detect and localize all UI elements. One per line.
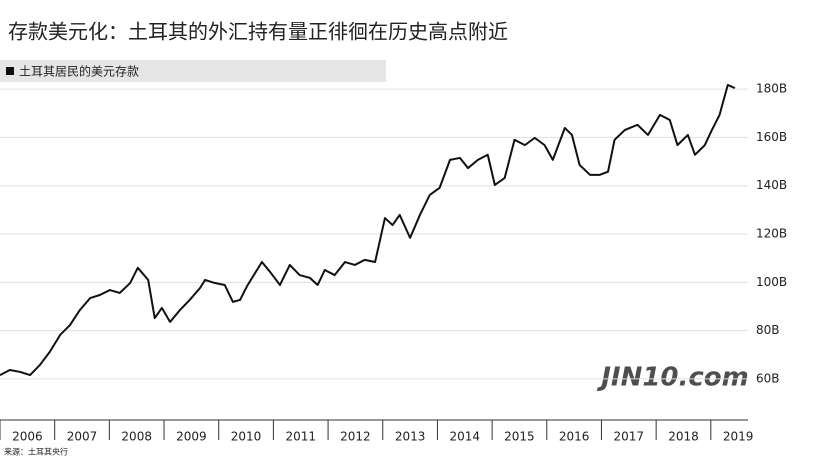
- y-tick-label: 160B: [756, 130, 787, 144]
- watermark: JIN10.com: [596, 363, 749, 393]
- x-tick-label: 2018: [668, 430, 699, 444]
- x-tick-label: 2019: [723, 430, 754, 444]
- x-tick-label: 2012: [340, 430, 371, 444]
- x-tick-label: 2015: [504, 430, 535, 444]
- x-tick-label: 2014: [449, 430, 480, 444]
- x-tick-label: 2013: [395, 430, 426, 444]
- y-tick-label: 80B: [756, 323, 780, 337]
- y-tick-label: 120B: [756, 227, 787, 241]
- x-tick-label: 2016: [559, 430, 590, 444]
- y-tick-label: 60B: [756, 371, 780, 385]
- y-tick-label: 140B: [756, 178, 787, 192]
- data-line: [0, 83, 736, 377]
- x-tick-label: 2006: [12, 430, 43, 444]
- x-tick-label: 2008: [121, 430, 152, 444]
- x-tick-label: 2011: [285, 430, 316, 444]
- x-tick-label: 2009: [176, 430, 207, 444]
- y-tick-label: 180B: [756, 82, 787, 96]
- y-tick-label: 100B: [756, 275, 787, 289]
- x-tick-label: 2010: [231, 430, 262, 444]
- chart-title: 存款美元化：土耳其的外汇持有量正徘徊在历史高点附近: [8, 20, 508, 44]
- source: 来源：土耳其央行: [4, 447, 68, 457]
- x-tick-label: 2017: [614, 430, 645, 444]
- legend-swatch: [6, 67, 14, 75]
- legend-label: 土耳其居民的美元存款: [19, 64, 139, 79]
- legend-box: [0, 60, 386, 82]
- x-tick-label: 2007: [67, 430, 98, 444]
